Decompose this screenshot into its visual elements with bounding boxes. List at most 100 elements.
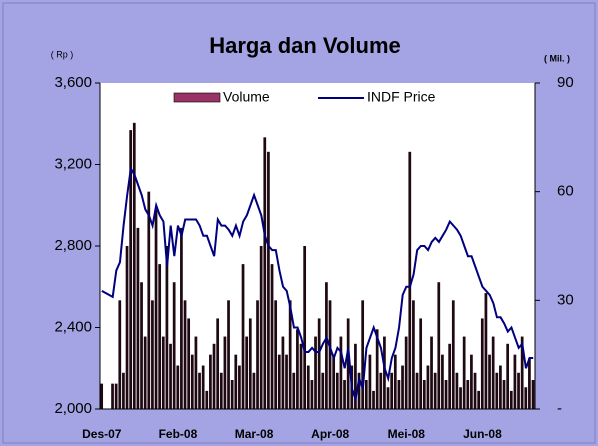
- volume-bar: [328, 300, 332, 409]
- volume-bar: [415, 372, 419, 409]
- volume-bar: [520, 336, 524, 409]
- volume-bar: [390, 372, 394, 409]
- volume-bar: [470, 354, 473, 409]
- volume-bar: [495, 372, 499, 409]
- volume-bar: [161, 336, 165, 409]
- volume-bar: [368, 354, 372, 409]
- y2-tick-label: 30: [557, 291, 574, 308]
- volume-bar: [256, 300, 259, 409]
- volume-bar: [502, 380, 506, 409]
- volume-bar: [448, 343, 452, 409]
- volume-bar: [223, 336, 227, 409]
- volume-bar: [335, 372, 339, 409]
- volume-bar: [488, 354, 491, 409]
- volume-bar: [375, 329, 379, 409]
- volume-bar: [296, 329, 299, 409]
- volume-bar: [437, 282, 441, 409]
- volume-bar: [339, 336, 343, 409]
- volume-bar: [201, 365, 205, 409]
- volume-bar: [209, 354, 212, 409]
- volume-bar: [379, 372, 383, 409]
- legend-swatch: [173, 92, 221, 103]
- volume-bar: [205, 390, 209, 409]
- volume-bar: [346, 318, 350, 409]
- volume-bar: [198, 372, 201, 409]
- volume-bar: [281, 336, 285, 409]
- volume-bar: [154, 209, 158, 409]
- volume-bar: [480, 318, 484, 409]
- volume-bar: [422, 380, 426, 409]
- y-tick-label: 2,400: [54, 318, 92, 335]
- volume-bar: [183, 300, 187, 409]
- volume-bar: [230, 380, 234, 409]
- volume-bar: [263, 137, 267, 410]
- volume-bar: [332, 354, 336, 409]
- y2-tick-label: 90: [557, 74, 574, 91]
- y2-tick-label: -: [557, 400, 562, 417]
- y-tick-label: 2,800: [54, 237, 92, 254]
- volume-bar: [129, 130, 133, 410]
- volume-bar: [491, 336, 495, 409]
- volume-bar: [364, 380, 368, 409]
- volume-bar: [524, 387, 528, 409]
- volume-bar: [219, 372, 223, 409]
- volume-bar: [426, 365, 430, 409]
- volume-bar: [122, 372, 125, 409]
- volume-bar: [267, 151, 270, 410]
- volume-bar: [401, 365, 404, 409]
- volume-bar: [466, 380, 470, 409]
- x-tick-label: Mei-08: [388, 427, 426, 441]
- volume-bar: [118, 300, 122, 409]
- volume-bar: [321, 372, 325, 409]
- y-tick-label: 3,200: [54, 155, 92, 172]
- volume-bar: [292, 372, 296, 409]
- volume-bar: [248, 318, 252, 409]
- legend-label: Volume: [223, 89, 270, 105]
- volume-bar: [314, 336, 317, 409]
- volume-bar: [303, 246, 307, 409]
- volume-bar: [125, 246, 129, 409]
- volume-bar: [444, 380, 448, 409]
- volume-bar: [506, 343, 510, 409]
- volume-bar: [393, 354, 397, 409]
- volume-bar: [259, 246, 263, 409]
- volume-bar: [441, 354, 444, 409]
- volume-bar: [238, 365, 241, 409]
- volume-bar: [270, 264, 274, 409]
- volume-bar: [194, 336, 198, 409]
- y-axis-label: ( Rp ): [51, 49, 74, 59]
- x-tick-label: Feb-08: [159, 427, 198, 441]
- volume-bar: [190, 354, 194, 409]
- volume-bar: [386, 387, 390, 409]
- volume-bar: [531, 380, 535, 409]
- volume-bar: [172, 282, 176, 409]
- volume-bar: [354, 343, 357, 409]
- y-tick-label: 2,000: [54, 400, 92, 417]
- volume-bar: [165, 246, 169, 409]
- volume-bar: [433, 372, 437, 409]
- x-tick-label: Apr-08: [311, 427, 349, 441]
- volume-bar: [462, 336, 466, 409]
- volume-bar: [111, 383, 114, 409]
- x-tick-label: Mar-08: [235, 427, 274, 441]
- legend-label: INDF Price: [367, 89, 436, 105]
- volume-bar: [430, 336, 433, 409]
- y-tick-label: 3,600: [54, 74, 92, 91]
- volume-bar: [241, 264, 245, 409]
- volume-bar: [513, 354, 517, 409]
- volume-bar: [459, 387, 462, 409]
- volume-bar: [169, 343, 172, 409]
- volume-bar: [234, 354, 238, 409]
- volume-bar: [317, 318, 321, 409]
- volume-bar: [216, 318, 220, 409]
- volume-bar: [299, 343, 303, 409]
- volume-bar: [325, 282, 328, 409]
- volume-bar: [274, 300, 278, 409]
- volume-bar: [306, 365, 310, 409]
- volume-bar: [132, 122, 136, 409]
- volume-bar: [151, 300, 154, 409]
- volume-bar: [473, 372, 477, 409]
- volume-bar: [499, 365, 502, 409]
